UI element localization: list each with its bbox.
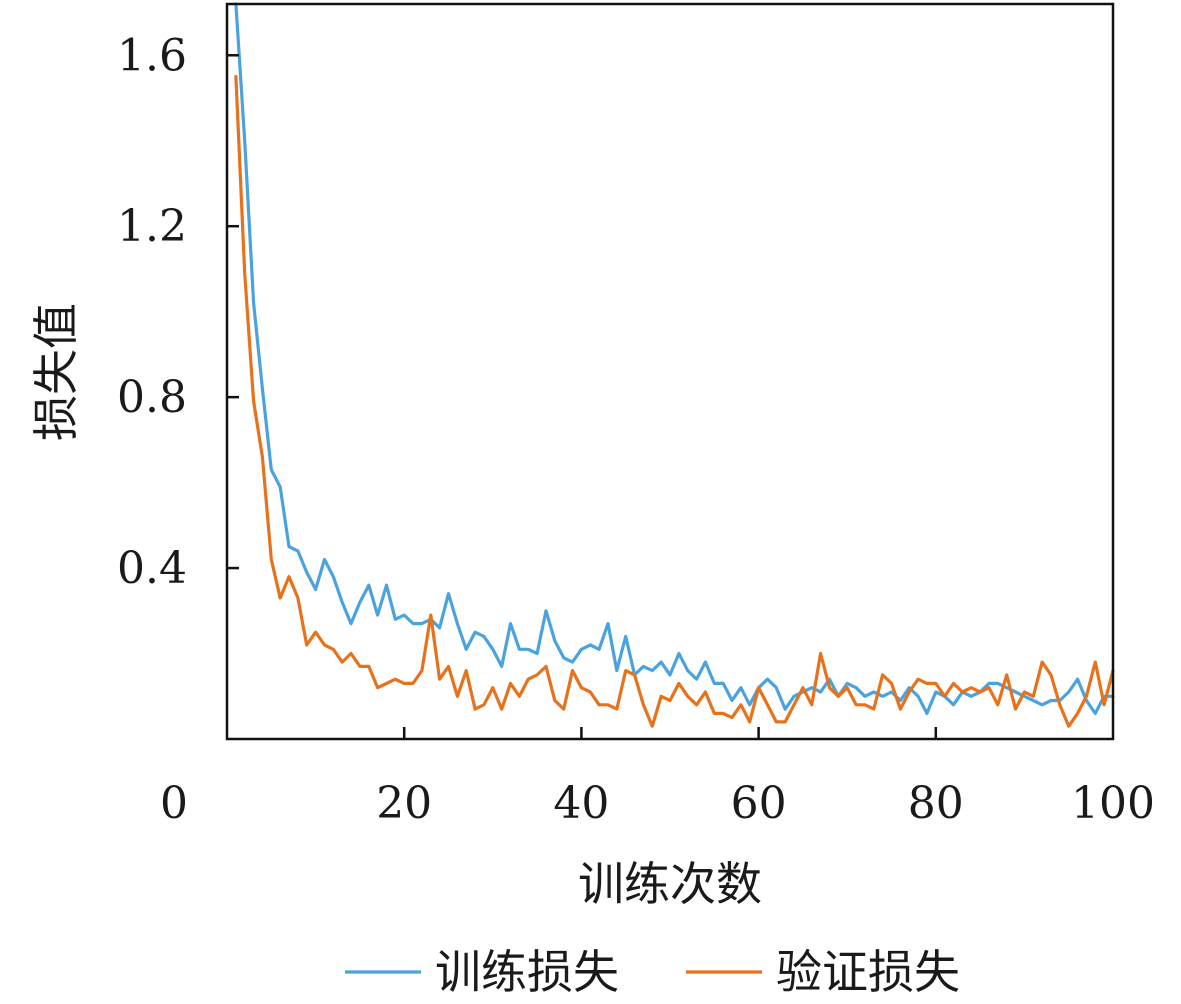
legend: 训练损失 验证损失 <box>345 945 960 999</box>
y-tick-label: 1.2 <box>117 201 187 252</box>
y-tick-label: 0.8 <box>117 372 187 423</box>
y-axis: 0.4 0.8 1.2 1.6 <box>117 30 239 594</box>
x-tick-label: 40 <box>553 778 609 829</box>
y-axis-title: 损失值 <box>29 303 83 441</box>
series-line-training-loss <box>234 2 1115 716</box>
x-axis-title: 训练次数 <box>578 857 762 911</box>
x-tick-label: 60 <box>731 778 787 829</box>
x-tick-label: 20 <box>376 778 432 829</box>
x-tick-label: 100 <box>1071 778 1155 829</box>
x-axis: 0 20 40 60 80 100 <box>160 727 1155 829</box>
y-tick-label: 1.6 <box>117 30 187 81</box>
series-line-validation-loss <box>234 74 1115 728</box>
plot-frame <box>225 2 1115 741</box>
x-tick-label: 80 <box>908 778 964 829</box>
y-tick-label: 0.4 <box>117 543 187 594</box>
series-lines <box>234 2 1115 728</box>
legend-label-training-loss: 训练损失 <box>435 945 619 999</box>
legend-label-validation-loss: 验证损失 <box>776 945 960 999</box>
x-tick-label: 0 <box>160 778 188 829</box>
